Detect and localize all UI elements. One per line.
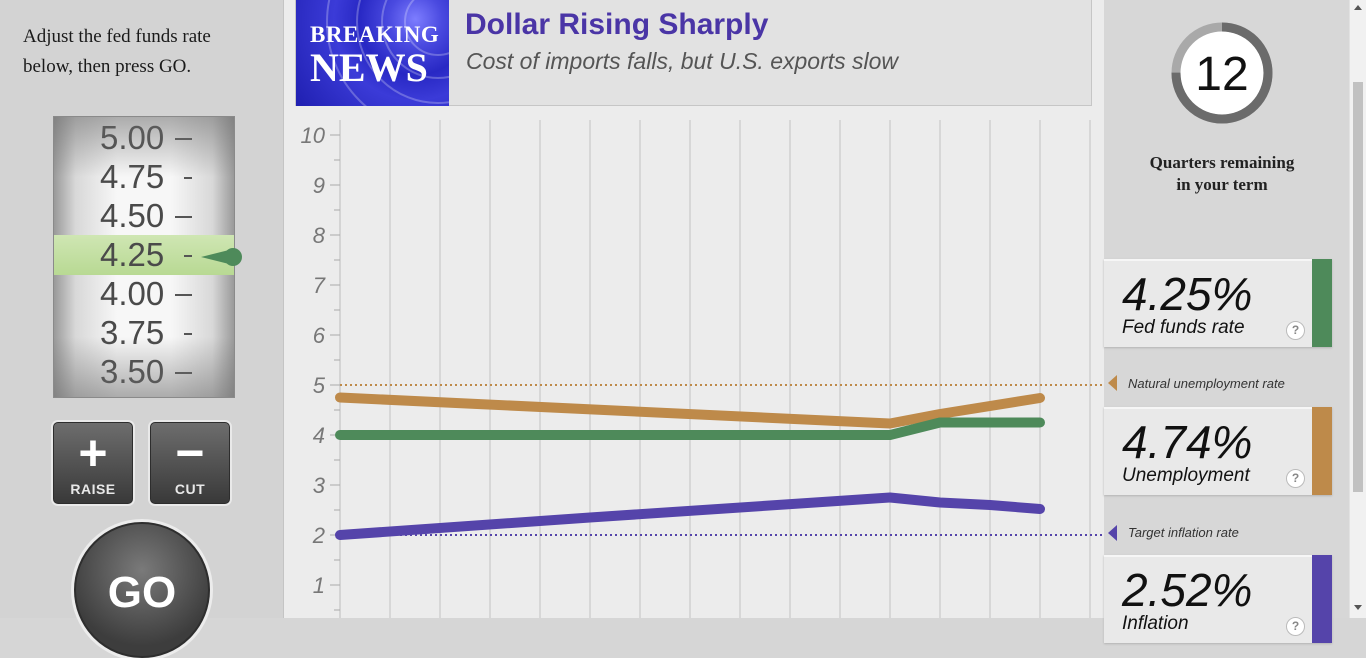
instructions-line1: Adjust the fed funds rate	[23, 26, 211, 47]
raise-button[interactable]: + RAISE	[53, 422, 133, 504]
scroll-down-icon[interactable]	[1354, 605, 1362, 610]
unemployment-help-icon[interactable]: ?	[1286, 469, 1305, 488]
rate-option[interactable]: 4.50	[54, 196, 234, 235]
y-tick-label: 9	[313, 173, 325, 198]
economy-chart: 10 9 8 7 6 5 4 3 2 1	[301, 120, 1104, 618]
rate-option[interactable]: 3.75	[54, 313, 234, 352]
fed-funds-value: 4.25%	[1122, 268, 1253, 320]
rate-option[interactable]: 4.75	[54, 157, 234, 196]
scroll-thumb[interactable]	[1353, 82, 1363, 492]
unemployment-value: 4.74%	[1122, 416, 1253, 468]
y-tick-label: 8	[313, 223, 326, 248]
raise-label: RAISE	[70, 481, 116, 497]
breaking-news-banner: BREAKING NEWS Dollar Rising Sharply Cost…	[295, 0, 1092, 106]
unemployment-color-bar	[1312, 407, 1332, 495]
rate-option-selected[interactable]: 4.25	[54, 235, 234, 274]
rate-option[interactable]: 5.00	[54, 118, 234, 157]
fed-funds-stat: 4.25% Fed funds rate ?	[1104, 259, 1332, 347]
scroll-up-icon[interactable]	[1354, 5, 1362, 10]
rate-option[interactable]: 4.00	[54, 274, 234, 313]
news-subhead: Cost of imports falls, but U.S. exports …	[466, 48, 899, 74]
series-line	[335, 417, 1045, 440]
fed-funds-help-icon[interactable]: ?	[1286, 321, 1305, 340]
y-tick-label: 3	[313, 473, 326, 498]
inflation-stat: 2.52% Inflation ?	[1104, 555, 1332, 643]
y-tick-label: 5	[313, 373, 326, 398]
natural-unemployment-label: Natural unemployment rate	[1128, 376, 1285, 391]
go-label: GO	[107, 568, 177, 617]
y-tick-label: 10	[301, 123, 326, 148]
instructions: Adjust the fed funds rate below, then pr…	[23, 22, 273, 82]
y-tick-label: 2	[312, 523, 325, 548]
inflation-help-icon[interactable]: ?	[1286, 617, 1305, 636]
dial-pointer-icon	[201, 248, 242, 266]
page-scrollbar[interactable]	[1349, 0, 1366, 618]
cut-button[interactable]: − CUT	[150, 422, 230, 504]
chart-area: 10 9 8 7 6 5 4 3 2 1 BREAKING NEWS Dollar Rising …	[284, 0, 1104, 618]
inflation-label: Inflation	[1122, 613, 1189, 634]
series-line	[335, 492, 1045, 540]
y-tick-label: 7	[313, 273, 326, 298]
logo-breaking: BREAKING	[310, 22, 440, 47]
quarters-remaining-ring: 12	[1171, 22, 1273, 124]
rate-option[interactable]: 3.50	[54, 352, 234, 391]
fed-funds-color-bar	[1312, 259, 1332, 347]
selected-rate-highlight	[54, 235, 234, 275]
status-panel: 12 Quarters remaining in your term 4.25%…	[1104, 0, 1349, 643]
news-headline: Dollar Rising Sharply	[465, 8, 769, 41]
fed-funds-label: Fed funds rate	[1122, 317, 1245, 338]
quarters-remaining-count: 12	[1195, 48, 1248, 101]
logo-news: NEWS	[310, 45, 428, 90]
target-inflation-label: Target inflation rate	[1128, 525, 1239, 540]
inflation-value: 2.52%	[1122, 564, 1253, 616]
unemployment-label: Unemployment	[1122, 465, 1250, 486]
inflation-color-bar	[1312, 555, 1332, 643]
minus-icon: −	[175, 425, 205, 481]
go-button[interactable]: GO	[74, 522, 210, 658]
y-tick-label: 1	[313, 573, 325, 598]
y-tick-label: 6	[313, 323, 326, 348]
unemployment-stat: 4.74% Unemployment ?	[1104, 407, 1332, 495]
quarters-remaining-label: Quarters remaining in your term	[1149, 153, 1295, 194]
series-line	[335, 392, 1045, 429]
target-inflation-arrow-icon	[1108, 525, 1117, 541]
plus-icon: +	[78, 425, 108, 481]
instructions-line2: below, then press GO.	[23, 56, 192, 77]
y-tick-label: 4	[313, 423, 325, 448]
cut-label: CUT	[174, 481, 206, 497]
breaking-news-logo: BREAKING NEWS	[296, 0, 449, 106]
rate-control-panel: Adjust the fed funds rate below, then pr…	[0, 0, 284, 658]
natural-unemployment-arrow-icon	[1108, 375, 1117, 391]
